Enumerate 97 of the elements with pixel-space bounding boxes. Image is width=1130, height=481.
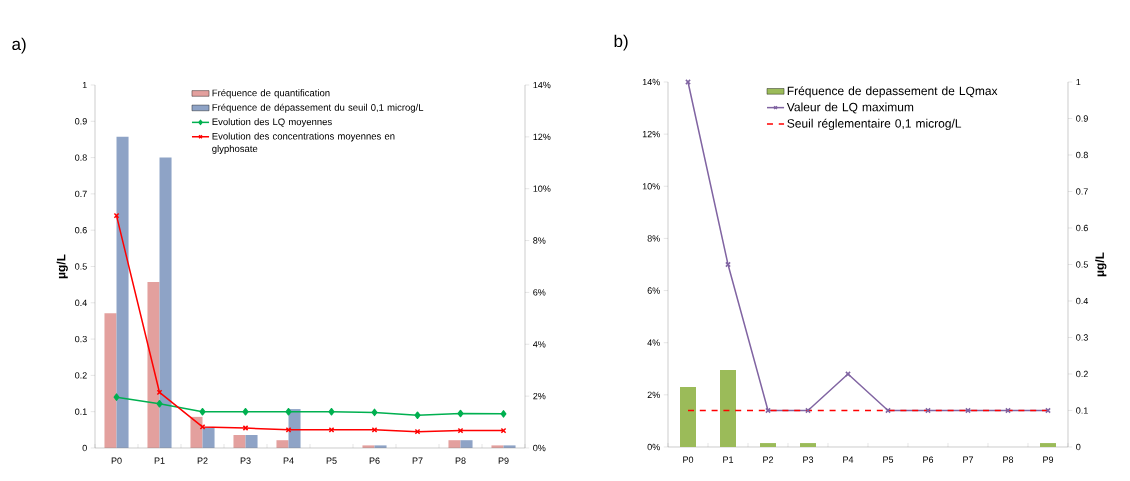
point bbox=[242, 407, 249, 416]
x-tick-label: P1 bbox=[154, 457, 165, 464]
x-tick-label: P5 bbox=[326, 457, 337, 464]
y2-tick-label: 0.2 bbox=[1076, 370, 1088, 378]
y-tick-label: 0.1 bbox=[75, 408, 87, 415]
point bbox=[199, 407, 206, 416]
legend-label: Evolution des concentrations moyennes en glyphosate bbox=[212, 132, 395, 154]
y2-tick-label: 0.8 bbox=[1076, 151, 1088, 159]
y2-tick-label: 2% bbox=[533, 392, 546, 400]
bar bbox=[760, 443, 776, 447]
x-tick-label: P2 bbox=[763, 456, 774, 463]
point bbox=[371, 408, 378, 417]
legend-label: Valeur de LQ maximum bbox=[786, 102, 914, 114]
point bbox=[500, 410, 507, 418]
point bbox=[845, 371, 851, 377]
y-tick-label: 14% bbox=[642, 78, 660, 86]
bar bbox=[159, 157, 172, 448]
x-tick-label: P0 bbox=[111, 457, 122, 464]
y-tick-label: 0.5 bbox=[75, 263, 87, 270]
y2-tick-label: 8% bbox=[533, 237, 546, 244]
x-tick-label: P8 bbox=[455, 457, 466, 464]
point bbox=[457, 427, 464, 434]
point bbox=[414, 411, 421, 420]
y-tick-label: 0.7 bbox=[75, 190, 87, 198]
x-tick-label: P4 bbox=[843, 456, 854, 463]
y-tick-label: 0.9 bbox=[75, 118, 87, 125]
y2-tick-label: 0.4 bbox=[1076, 297, 1089, 305]
y-tick-label: 1 bbox=[82, 81, 87, 89]
y2-tick-label: 0.3 bbox=[1076, 334, 1088, 341]
y2-tick-label: 1 bbox=[1076, 78, 1081, 86]
y-tick-label: 0% bbox=[647, 443, 660, 451]
legend-label: Fréquence de quantification bbox=[212, 89, 330, 99]
y-tick-label: 0.3 bbox=[75, 335, 87, 343]
y2-tick-label: 0.6 bbox=[1076, 224, 1088, 232]
point bbox=[328, 407, 335, 416]
y-tick-label: 0.8 bbox=[75, 154, 87, 161]
legend-label: Seuil réglementaire 0,1 microg/L bbox=[787, 118, 962, 131]
y-tick-label: 8% bbox=[647, 235, 660, 242]
point bbox=[457, 409, 464, 418]
y2-tick-label: 14% bbox=[533, 81, 551, 89]
y2-tick-label: 0 bbox=[1076, 443, 1081, 451]
bar bbox=[104, 313, 117, 448]
point bbox=[285, 407, 292, 416]
y-tick-label: 12% bbox=[642, 130, 660, 138]
y2-tick-label: 6% bbox=[533, 289, 546, 296]
y2-tick-label: 0.7 bbox=[1076, 188, 1088, 195]
x-tick-label: P4 bbox=[283, 457, 294, 464]
y-tick-label: 4% bbox=[647, 339, 660, 346]
y2-axis-title: µg/L bbox=[1095, 252, 1107, 277]
bar bbox=[680, 387, 696, 447]
x-tick-label: P3 bbox=[240, 457, 251, 464]
x-tick-label: P6 bbox=[369, 457, 380, 464]
bar bbox=[116, 136, 129, 448]
y-tick-label: 6% bbox=[647, 287, 660, 294]
legend-label: Fréquence de dépassement du seuil 0,1 microg/L bbox=[212, 103, 424, 113]
y-tick-label: 0 bbox=[82, 444, 87, 452]
x-tick-label: P9 bbox=[498, 457, 509, 464]
y2-tick-label: 0% bbox=[533, 444, 546, 452]
point bbox=[156, 389, 163, 396]
bar bbox=[460, 440, 473, 448]
bar bbox=[190, 416, 203, 448]
y-tick-label: 0.6 bbox=[75, 227, 87, 234]
y-tick-label: 2% bbox=[647, 391, 660, 399]
x-tick-label: P1 bbox=[723, 456, 734, 463]
bar bbox=[276, 440, 289, 448]
x-tick-label: P6 bbox=[923, 456, 934, 463]
x-tick-label: P9 bbox=[1043, 456, 1054, 463]
bar bbox=[800, 443, 816, 447]
x-tick-label: P0 bbox=[683, 456, 694, 463]
y2-tick-label: 0.5 bbox=[1076, 261, 1088, 268]
y-tick-label: 10% bbox=[642, 183, 660, 190]
bar bbox=[245, 435, 258, 448]
y2-tick-label: 12% bbox=[533, 133, 551, 141]
y2-tick-label: 0.1 bbox=[1076, 407, 1088, 414]
y2-tick-label: 0.9 bbox=[1076, 115, 1088, 122]
y2-tick-label: 10% bbox=[533, 185, 551, 192]
bar bbox=[202, 427, 215, 448]
x-tick-label: P7 bbox=[963, 456, 974, 463]
bar bbox=[147, 282, 160, 448]
x-tick-label: P8 bbox=[1003, 456, 1014, 463]
bar bbox=[720, 370, 736, 447]
y-tick-label: 0.2 bbox=[75, 372, 87, 379]
legend-label: Evolution des LQ moyennes bbox=[212, 118, 332, 128]
point bbox=[156, 399, 163, 408]
y2-tick-label: 4% bbox=[533, 341, 546, 348]
point bbox=[113, 393, 120, 401]
y-tick-label: 0.4 bbox=[75, 299, 87, 306]
chart-title: a) bbox=[12, 37, 26, 54]
y-axis-title: µg/L bbox=[56, 254, 68, 279]
x-tick-label: P2 bbox=[197, 457, 208, 464]
bar bbox=[1039, 443, 1056, 447]
bar bbox=[233, 435, 246, 448]
chart-title: b) bbox=[614, 34, 628, 51]
x-tick-label: P5 bbox=[883, 456, 894, 463]
legend-label: Fréquence de depassement de LQmax bbox=[787, 86, 998, 98]
x-tick-label: P7 bbox=[412, 457, 423, 464]
x-tick-label: P3 bbox=[803, 456, 814, 463]
